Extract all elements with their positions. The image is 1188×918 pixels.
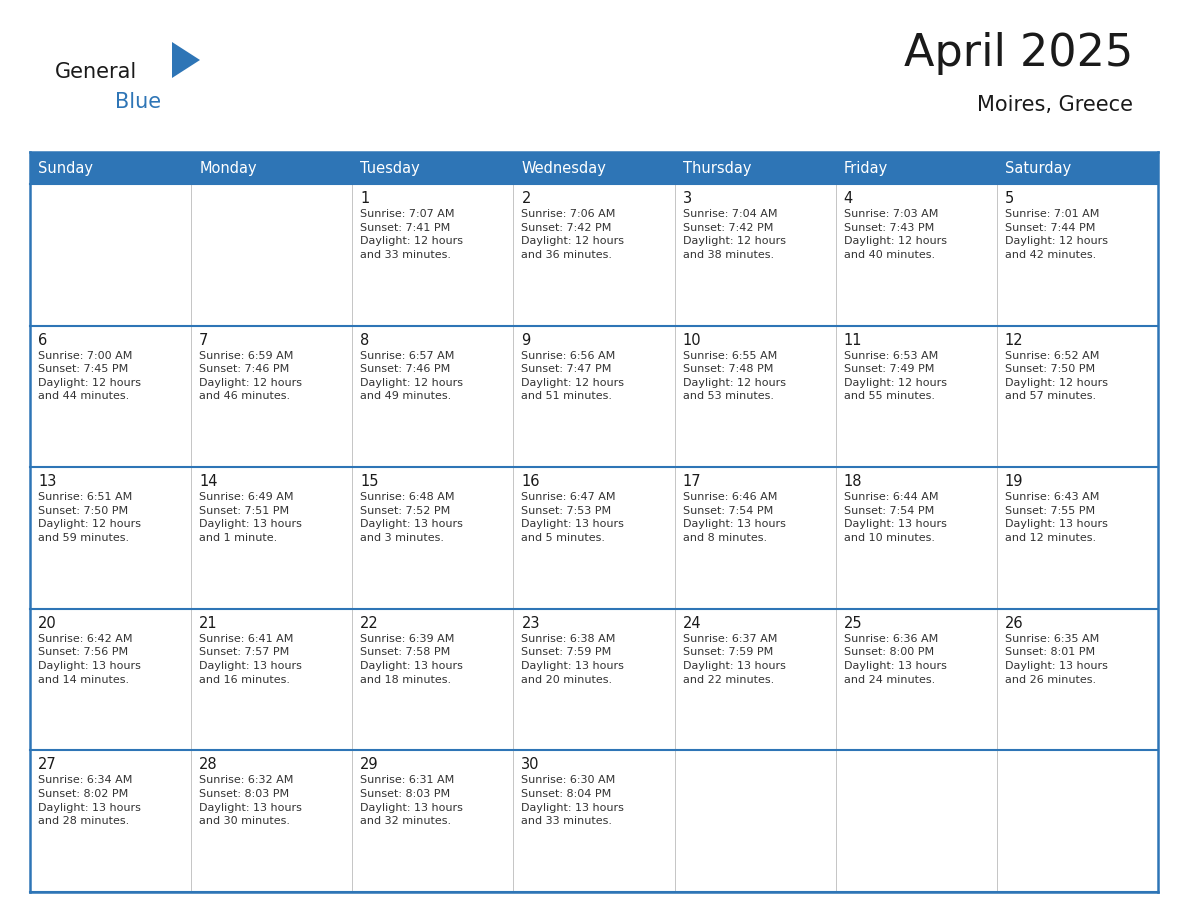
Text: General: General [55,62,138,82]
Polygon shape [172,42,200,78]
Bar [353,152,513,184]
Text: 20: 20 [38,616,57,631]
Bar [675,152,835,184]
Text: 26: 26 [1005,616,1024,631]
Text: Wednesday: Wednesday [522,161,606,175]
Bar [513,152,675,184]
Text: April 2025: April 2025 [904,32,1133,75]
Text: Sunrise: 6:32 AM
Sunset: 8:03 PM
Daylight: 13 hours
and 30 minutes.: Sunrise: 6:32 AM Sunset: 8:03 PM Dayligh… [200,776,302,826]
Text: Sunrise: 6:59 AM
Sunset: 7:46 PM
Daylight: 12 hours
and 46 minutes.: Sunrise: 6:59 AM Sunset: 7:46 PM Dayligh… [200,351,302,401]
Text: Sunrise: 6:46 AM
Sunset: 7:54 PM
Daylight: 13 hours
and 8 minutes.: Sunrise: 6:46 AM Sunset: 7:54 PM Dayligh… [683,492,785,543]
Text: 12: 12 [1005,332,1024,348]
Text: 22: 22 [360,616,379,631]
Text: Sunrise: 6:44 AM
Sunset: 7:54 PM
Daylight: 13 hours
and 10 minutes.: Sunrise: 6:44 AM Sunset: 7:54 PM Dayligh… [843,492,947,543]
Text: Sunrise: 6:34 AM
Sunset: 8:02 PM
Daylight: 13 hours
and 28 minutes.: Sunrise: 6:34 AM Sunset: 8:02 PM Dayligh… [38,776,141,826]
Text: 17: 17 [683,475,701,489]
Text: Sunrise: 6:31 AM
Sunset: 8:03 PM
Daylight: 13 hours
and 32 minutes.: Sunrise: 6:31 AM Sunset: 8:03 PM Dayligh… [360,776,463,826]
Text: Sunrise: 6:38 AM
Sunset: 7:59 PM
Daylight: 13 hours
and 20 minutes.: Sunrise: 6:38 AM Sunset: 7:59 PM Dayligh… [522,633,625,685]
Text: Sunrise: 6:53 AM
Sunset: 7:49 PM
Daylight: 12 hours
and 55 minutes.: Sunrise: 6:53 AM Sunset: 7:49 PM Dayligh… [843,351,947,401]
Bar [30,609,1158,750]
Text: Sunrise: 7:06 AM
Sunset: 7:42 PM
Daylight: 12 hours
and 36 minutes.: Sunrise: 7:06 AM Sunset: 7:42 PM Dayligh… [522,209,625,260]
Bar [30,750,1158,892]
Text: 2: 2 [522,191,531,206]
Text: 30: 30 [522,757,539,772]
Text: 6: 6 [38,332,48,348]
Text: Moires, Greece: Moires, Greece [977,95,1133,115]
Text: Sunday: Sunday [38,161,93,175]
Text: 7: 7 [200,332,209,348]
Text: Sunrise: 6:35 AM
Sunset: 8:01 PM
Daylight: 13 hours
and 26 minutes.: Sunrise: 6:35 AM Sunset: 8:01 PM Dayligh… [1005,633,1107,685]
Text: Sunrise: 6:47 AM
Sunset: 7:53 PM
Daylight: 13 hours
and 5 minutes.: Sunrise: 6:47 AM Sunset: 7:53 PM Dayligh… [522,492,625,543]
Text: Sunrise: 7:00 AM
Sunset: 7:45 PM
Daylight: 12 hours
and 44 minutes.: Sunrise: 7:00 AM Sunset: 7:45 PM Dayligh… [38,351,141,401]
Text: Sunrise: 6:43 AM
Sunset: 7:55 PM
Daylight: 13 hours
and 12 minutes.: Sunrise: 6:43 AM Sunset: 7:55 PM Dayligh… [1005,492,1107,543]
Text: 27: 27 [38,757,57,772]
Text: Sunrise: 7:01 AM
Sunset: 7:44 PM
Daylight: 12 hours
and 42 minutes.: Sunrise: 7:01 AM Sunset: 7:44 PM Dayligh… [1005,209,1108,260]
Bar [30,184,1158,326]
Text: Sunrise: 6:37 AM
Sunset: 7:59 PM
Daylight: 13 hours
and 22 minutes.: Sunrise: 6:37 AM Sunset: 7:59 PM Dayligh… [683,633,785,685]
Text: 14: 14 [200,475,217,489]
Text: 16: 16 [522,475,539,489]
Text: Sunrise: 6:49 AM
Sunset: 7:51 PM
Daylight: 13 hours
and 1 minute.: Sunrise: 6:49 AM Sunset: 7:51 PM Dayligh… [200,492,302,543]
Text: 13: 13 [38,475,56,489]
Text: Thursday: Thursday [683,161,751,175]
Bar [997,152,1158,184]
Text: 3: 3 [683,191,691,206]
Text: 15: 15 [360,475,379,489]
Text: Sunrise: 7:07 AM
Sunset: 7:41 PM
Daylight: 12 hours
and 33 minutes.: Sunrise: 7:07 AM Sunset: 7:41 PM Dayligh… [360,209,463,260]
Text: 18: 18 [843,475,862,489]
Text: Sunrise: 7:04 AM
Sunset: 7:42 PM
Daylight: 12 hours
and 38 minutes.: Sunrise: 7:04 AM Sunset: 7:42 PM Dayligh… [683,209,785,260]
Text: Sunrise: 6:57 AM
Sunset: 7:46 PM
Daylight: 12 hours
and 49 minutes.: Sunrise: 6:57 AM Sunset: 7:46 PM Dayligh… [360,351,463,401]
Text: Sunrise: 6:30 AM
Sunset: 8:04 PM
Daylight: 13 hours
and 33 minutes.: Sunrise: 6:30 AM Sunset: 8:04 PM Dayligh… [522,776,625,826]
Text: Saturday: Saturday [1005,161,1072,175]
Text: 11: 11 [843,332,862,348]
Text: Sunrise: 6:42 AM
Sunset: 7:56 PM
Daylight: 13 hours
and 14 minutes.: Sunrise: 6:42 AM Sunset: 7:56 PM Dayligh… [38,633,141,685]
Bar [30,467,1158,609]
Text: 8: 8 [360,332,369,348]
Text: Friday: Friday [843,161,887,175]
Text: Sunrise: 6:51 AM
Sunset: 7:50 PM
Daylight: 12 hours
and 59 minutes.: Sunrise: 6:51 AM Sunset: 7:50 PM Dayligh… [38,492,141,543]
Text: Blue: Blue [115,92,162,112]
Text: 10: 10 [683,332,701,348]
Text: Sunrise: 6:52 AM
Sunset: 7:50 PM
Daylight: 12 hours
and 57 minutes.: Sunrise: 6:52 AM Sunset: 7:50 PM Dayligh… [1005,351,1108,401]
Text: Sunrise: 6:41 AM
Sunset: 7:57 PM
Daylight: 13 hours
and 16 minutes.: Sunrise: 6:41 AM Sunset: 7:57 PM Dayligh… [200,633,302,685]
Text: 21: 21 [200,616,217,631]
Text: 24: 24 [683,616,701,631]
Text: 4: 4 [843,191,853,206]
Text: 25: 25 [843,616,862,631]
Bar [835,152,997,184]
Text: 1: 1 [360,191,369,206]
Text: 29: 29 [360,757,379,772]
Bar [30,326,1158,467]
Text: Sunrise: 6:55 AM
Sunset: 7:48 PM
Daylight: 12 hours
and 53 minutes.: Sunrise: 6:55 AM Sunset: 7:48 PM Dayligh… [683,351,785,401]
Text: Sunrise: 6:39 AM
Sunset: 7:58 PM
Daylight: 13 hours
and 18 minutes.: Sunrise: 6:39 AM Sunset: 7:58 PM Dayligh… [360,633,463,685]
Text: 9: 9 [522,332,531,348]
Bar [191,152,353,184]
Text: Sunrise: 6:56 AM
Sunset: 7:47 PM
Daylight: 12 hours
and 51 minutes.: Sunrise: 6:56 AM Sunset: 7:47 PM Dayligh… [522,351,625,401]
Text: Monday: Monday [200,161,257,175]
Text: 23: 23 [522,616,539,631]
Text: Sunrise: 7:03 AM
Sunset: 7:43 PM
Daylight: 12 hours
and 40 minutes.: Sunrise: 7:03 AM Sunset: 7:43 PM Dayligh… [843,209,947,260]
Text: Sunrise: 6:48 AM
Sunset: 7:52 PM
Daylight: 13 hours
and 3 minutes.: Sunrise: 6:48 AM Sunset: 7:52 PM Dayligh… [360,492,463,543]
Text: Sunrise: 6:36 AM
Sunset: 8:00 PM
Daylight: 13 hours
and 24 minutes.: Sunrise: 6:36 AM Sunset: 8:00 PM Dayligh… [843,633,947,685]
Text: 19: 19 [1005,475,1023,489]
Text: Tuesday: Tuesday [360,161,421,175]
Bar [30,152,191,184]
Text: 28: 28 [200,757,217,772]
Text: 5: 5 [1005,191,1015,206]
